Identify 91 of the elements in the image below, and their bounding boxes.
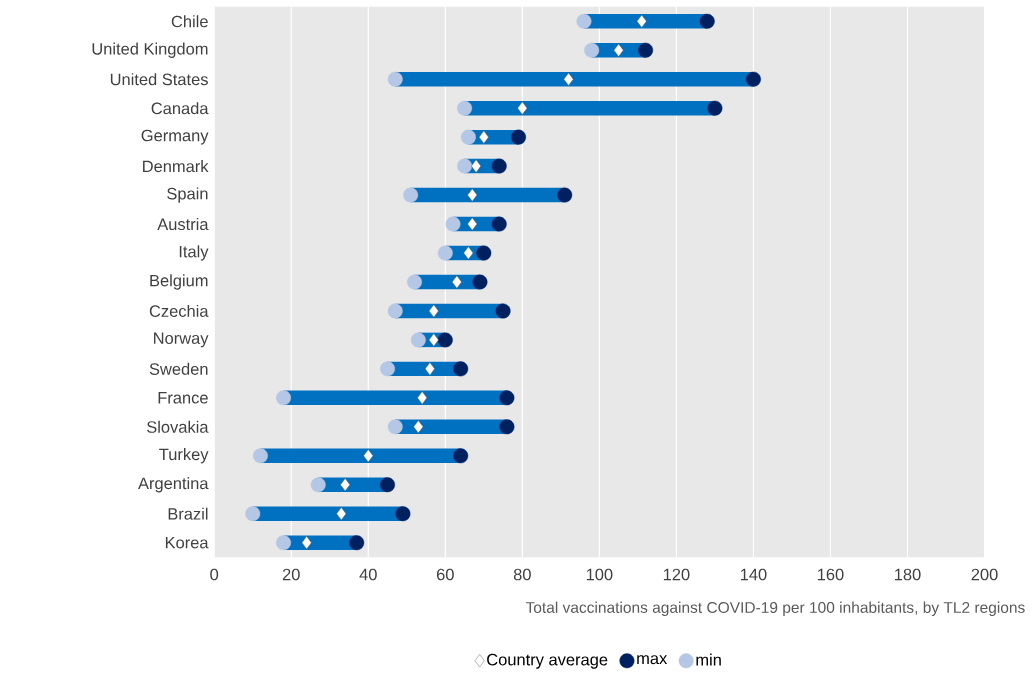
point [245, 506, 261, 521]
point [745, 71, 761, 87]
point [495, 303, 511, 319]
point [471, 159, 482, 173]
y-tick-label: Chile [171, 15, 208, 28]
point [557, 187, 573, 203]
point [417, 391, 428, 405]
point [613, 43, 624, 57]
point [491, 216, 507, 232]
point [301, 535, 312, 550]
point [424, 362, 435, 376]
point [340, 478, 351, 492]
point [563, 72, 574, 86]
y-tick-label: Norway [154, 332, 209, 348]
point [476, 245, 492, 261]
point [363, 449, 374, 463]
legend-label: Country average [487, 653, 608, 669]
point [395, 506, 411, 521]
point [460, 129, 476, 145]
y-tick-label: Brazil [168, 507, 208, 520]
point [472, 274, 488, 290]
point [463, 246, 474, 260]
point [636, 14, 647, 28]
point [437, 332, 453, 348]
point [491, 158, 507, 174]
point [576, 13, 592, 29]
point [453, 361, 469, 377]
point [699, 13, 715, 29]
point [707, 100, 723, 116]
y-tick-label: Argentina [138, 476, 209, 493]
x-axis-title: Total vaccinations against COVID-19 per 100 inhabitants, by TL2 regions [525, 601, 1025, 616]
point [499, 390, 515, 406]
y-tick-label: France [158, 391, 208, 404]
y-tick-label: Slovakia [147, 420, 209, 433]
x-tick-label: 80 [513, 568, 531, 581]
y-tick-label: Italy [179, 245, 209, 261]
y-tick-label: Canada [151, 101, 209, 115]
point [428, 333, 439, 347]
point [467, 217, 478, 231]
point [252, 448, 268, 464]
x-tick-label: 60 [436, 568, 454, 581]
y-tick-label: Czechia [149, 304, 209, 317]
x-tick-label: 160 [817, 568, 844, 581]
point [403, 187, 419, 203]
point [517, 101, 528, 115]
point [451, 275, 462, 289]
point [410, 332, 426, 348]
point [511, 129, 526, 145]
x-tick-label: 120 [663, 568, 690, 581]
point [453, 448, 469, 464]
point [349, 535, 365, 550]
point [413, 420, 424, 434]
point [457, 100, 473, 116]
point [276, 390, 291, 406]
point [467, 188, 478, 202]
x-tick-label: 180 [895, 568, 921, 581]
y-tick-label: United States [110, 72, 208, 86]
point [387, 71, 403, 87]
y-tick-label: Korea [165, 536, 209, 549]
y-tick-label: Germany [141, 129, 209, 145]
point [478, 130, 489, 144]
point [336, 506, 347, 521]
point [584, 42, 600, 58]
point [387, 419, 403, 435]
x-tick-label: 140 [740, 568, 767, 581]
x-tick-label: 200 [971, 568, 998, 581]
legend-label: max [637, 654, 668, 664]
x-tick-label: 20 [282, 568, 300, 581]
point [276, 535, 291, 550]
y-tick-label: Belgium [150, 274, 208, 290]
x-tick-label: 0 [210, 568, 219, 581]
y-tick-label: Turkey [159, 447, 209, 464]
y-tick-label: United Kingdom [92, 42, 208, 58]
x-tick-label: 100 [586, 568, 613, 581]
point [380, 477, 395, 493]
y-tick-label: Austria [157, 217, 209, 230]
legend-label: min [696, 653, 721, 666]
point [437, 245, 453, 261]
point [445, 216, 461, 232]
point [380, 361, 395, 377]
point [428, 304, 439, 318]
point [407, 274, 422, 290]
point [499, 419, 515, 435]
x-tick-label: 40 [359, 568, 377, 581]
y-tick-label: Denmark [143, 159, 209, 172]
y-tick-label: Sweden [149, 362, 208, 375]
y-tick-label: Spain [167, 187, 208, 203]
point [387, 303, 403, 319]
point [638, 42, 654, 58]
point [310, 477, 326, 493]
point [457, 158, 473, 174]
